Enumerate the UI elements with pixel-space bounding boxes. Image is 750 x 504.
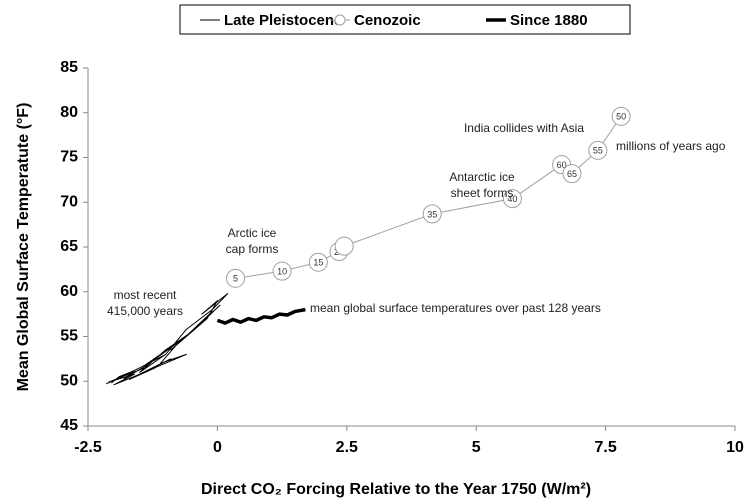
legend-label: Since 1880: [510, 12, 588, 29]
y-tick-label: 50: [60, 372, 78, 389]
y-tick-label: 45: [60, 417, 78, 434]
y-axis-title: Mean Global Surface Temperatute (°F): [15, 103, 32, 392]
data-point: [502, 189, 522, 209]
data-point: [308, 252, 328, 272]
x-tick-label: 5: [472, 439, 481, 456]
legend-box: [179, 4, 631, 35]
series-line: [216, 307, 306, 325]
y-tick-label: 85: [60, 59, 78, 76]
annotation: most recent: [114, 288, 177, 302]
x-tick-label: -2.5: [74, 439, 102, 456]
point-label: 60: [557, 160, 567, 170]
point-label: 65: [567, 169, 577, 179]
data-point: [611, 106, 631, 126]
point-label: 55: [593, 146, 603, 156]
y-tick-label: 70: [60, 193, 78, 210]
annotation: cap forms: [226, 242, 279, 256]
data-point: [272, 261, 292, 281]
x-tick-label: 7.5: [594, 439, 616, 456]
annotation: Arctic ice: [228, 226, 277, 240]
series-line: [105, 293, 229, 386]
data-point: [226, 268, 246, 288]
series-line: [235, 116, 622, 279]
point-label: 15: [313, 258, 323, 268]
legend-marker: [334, 14, 346, 26]
x-tick-label: 10: [726, 439, 744, 456]
legend-label: Late Pleistocene: [224, 12, 342, 29]
data-point: [562, 164, 582, 184]
annotation: India collides with Asia: [464, 121, 584, 135]
annotation: mean global surface temperatures over pa…: [310, 301, 601, 315]
y-tick-label: 80: [60, 104, 78, 121]
legend-label: Cenozoic: [354, 12, 421, 29]
x-axis-title: Direct CO₂ Forcing Relative to the Year …: [201, 481, 591, 498]
point-label: 35: [427, 209, 437, 219]
y-tick-label: 65: [60, 238, 78, 255]
annotation: sheet forms: [451, 186, 514, 200]
annotation: Antarctic ice: [449, 170, 515, 184]
data-point: [588, 140, 608, 160]
data-point: [422, 204, 442, 224]
point-label: 5: [233, 274, 238, 284]
point-label: 50: [616, 112, 626, 122]
y-tick-label: 75: [60, 149, 78, 166]
y-tick-label: 55: [60, 328, 78, 345]
x-tick-label: 0: [213, 439, 222, 456]
annotation: millions of years ago: [616, 139, 726, 153]
x-tick-label: 2.5: [336, 439, 358, 456]
y-tick-label: 60: [60, 283, 78, 300]
point-label: 10: [277, 267, 287, 277]
data-point: [334, 236, 354, 256]
annotation: 415,000 years: [107, 304, 183, 318]
point-label: 40: [507, 194, 517, 204]
